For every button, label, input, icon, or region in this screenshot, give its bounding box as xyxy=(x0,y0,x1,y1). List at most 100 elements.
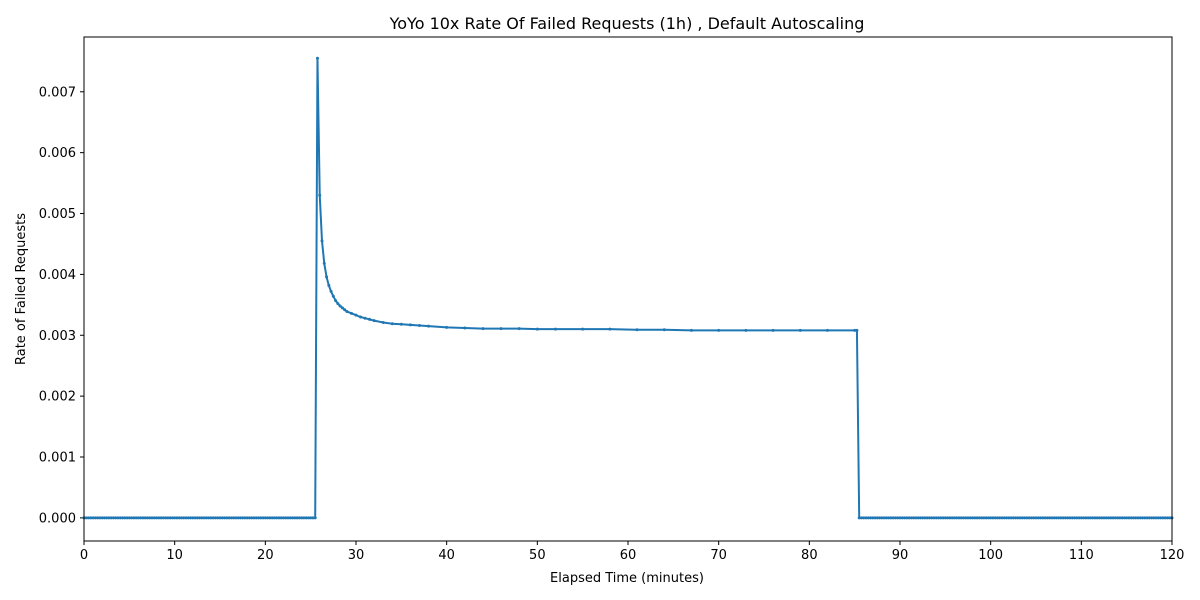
data-point xyxy=(859,516,863,520)
data-point xyxy=(325,275,329,279)
data-point xyxy=(971,516,975,520)
data-point xyxy=(121,516,125,520)
data-point xyxy=(964,516,968,520)
data-point xyxy=(1048,516,1052,520)
data-point xyxy=(884,516,888,520)
data-point xyxy=(159,516,163,520)
data-point xyxy=(905,516,909,520)
data-point xyxy=(261,516,265,520)
data-point xyxy=(304,516,308,520)
data-point xyxy=(152,516,156,520)
data-point xyxy=(853,328,857,332)
data-point xyxy=(288,516,292,520)
plot-frame xyxy=(83,36,1173,542)
data-point xyxy=(873,516,877,520)
data-point xyxy=(825,328,829,332)
data-point xyxy=(220,516,224,520)
data-point xyxy=(948,516,952,520)
data-point xyxy=(200,516,204,520)
data-point xyxy=(268,516,272,520)
data-point xyxy=(381,320,385,324)
data-point xyxy=(408,323,412,327)
data-point xyxy=(184,516,188,520)
data-point xyxy=(229,516,233,520)
data-point xyxy=(105,516,109,520)
data-point xyxy=(862,516,866,520)
data-point xyxy=(275,516,279,520)
data-point xyxy=(1014,516,1018,520)
x-tick-label: 90 xyxy=(892,548,909,563)
data-point xyxy=(1054,516,1058,520)
x-tick-label: 80 xyxy=(801,548,818,563)
x-tick-label: 120 xyxy=(1160,548,1185,563)
data-point xyxy=(343,308,347,312)
data-point xyxy=(896,516,900,520)
data-point xyxy=(1052,516,1056,520)
data-point xyxy=(1073,516,1077,520)
data-point xyxy=(399,322,403,326)
data-point xyxy=(463,326,467,330)
data-point xyxy=(234,516,238,520)
y-tick-label: 0.006 xyxy=(39,146,76,161)
data-point xyxy=(581,327,585,331)
data-point xyxy=(102,516,106,520)
data-point xyxy=(900,516,904,520)
data-point xyxy=(207,516,211,520)
data-point xyxy=(148,516,152,520)
x-tick-label: 110 xyxy=(1069,548,1094,563)
data-point xyxy=(1097,516,1101,520)
data-point xyxy=(1000,516,1004,520)
data-point xyxy=(318,193,322,197)
data-point xyxy=(982,516,986,520)
data-point xyxy=(1018,516,1022,520)
data-point xyxy=(932,516,936,520)
data-point xyxy=(689,328,693,332)
data-point xyxy=(247,516,251,520)
data-point xyxy=(250,516,254,520)
data-point xyxy=(916,516,920,520)
data-point xyxy=(345,310,349,314)
data-point xyxy=(225,516,229,520)
data-point xyxy=(1102,516,1106,520)
data-point xyxy=(1127,516,1131,520)
data-point xyxy=(211,516,215,520)
data-point xyxy=(1100,516,1104,520)
y-tick-label: 0.005 xyxy=(39,207,76,222)
data-point xyxy=(1007,516,1011,520)
data-point xyxy=(445,325,449,329)
data-point xyxy=(889,516,893,520)
data-point xyxy=(320,239,324,243)
data-point xyxy=(417,324,421,328)
data-point xyxy=(912,516,916,520)
data-point xyxy=(338,304,342,308)
y-tick-label: 0.001 xyxy=(39,451,76,466)
data-point xyxy=(1163,516,1167,520)
data-point xyxy=(1129,516,1133,520)
data-point xyxy=(252,516,256,520)
data-point xyxy=(1066,516,1070,520)
data-point xyxy=(1161,516,1165,520)
data-point xyxy=(1041,516,1045,520)
data-point xyxy=(100,516,104,520)
data-point xyxy=(744,328,748,332)
data-point xyxy=(96,516,100,520)
data-point xyxy=(1068,516,1072,520)
data-point xyxy=(177,516,181,520)
data-point xyxy=(300,516,304,520)
data-point xyxy=(941,516,945,520)
data-point xyxy=(427,324,431,328)
data-point xyxy=(1141,516,1145,520)
data-point xyxy=(150,516,154,520)
data-point xyxy=(1147,516,1151,520)
data-point xyxy=(855,328,859,332)
data-point xyxy=(1088,516,1092,520)
data-point xyxy=(934,516,938,520)
data-point xyxy=(295,516,299,520)
data-point xyxy=(893,516,897,520)
data-point xyxy=(331,294,335,298)
data-point xyxy=(1143,516,1147,520)
data-point xyxy=(266,516,270,520)
data-point xyxy=(1020,516,1024,520)
data-point xyxy=(1077,516,1081,520)
data-point xyxy=(204,516,208,520)
